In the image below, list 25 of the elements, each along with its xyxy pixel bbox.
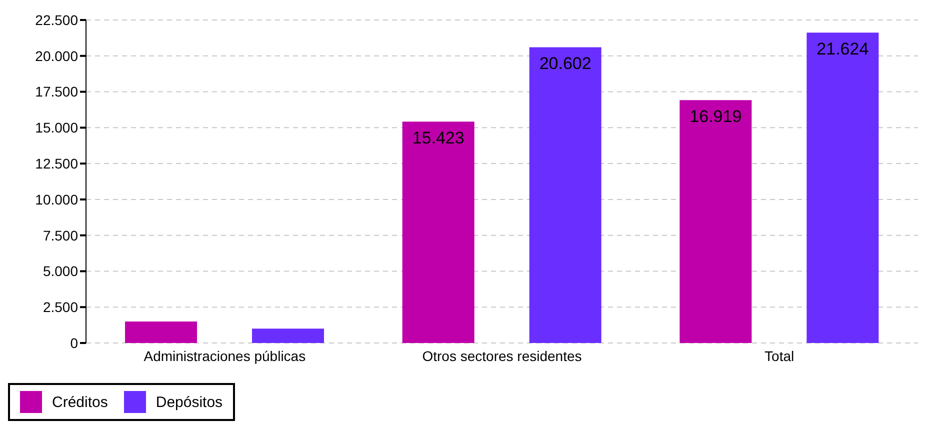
bar	[529, 47, 602, 343]
y-tick-label: 2.500	[42, 299, 78, 316]
data-label: 21.624	[816, 40, 869, 59]
y-tick-label: 17.500	[35, 84, 78, 100]
y-tick-label: 12.500	[35, 156, 78, 172]
x-tick-label: Total	[764, 348, 794, 364]
bar	[402, 122, 474, 343]
y-tick-label: 5.000	[42, 263, 78, 280]
y-tick-label: 7.500	[42, 227, 78, 244]
legend-label: Créditos	[51, 392, 108, 412]
data-label: 20.602	[539, 54, 592, 74]
y-tick-label: 10.000	[35, 191, 78, 208]
legend-label: Depósitos	[154, 392, 223, 412]
bar	[680, 100, 752, 343]
bar	[806, 32, 879, 343]
y-tick-label: 15.000	[35, 120, 78, 136]
y-tick-label: 0	[70, 334, 78, 351]
x-tick-label: Administraciones públicas	[144, 348, 306, 364]
data-label: 16.919	[690, 107, 742, 126]
bar	[252, 328, 324, 343]
y-tick-label: 22.500	[35, 12, 78, 28]
y-tick-label: 20.000	[35, 48, 78, 64]
bar	[125, 321, 197, 343]
data-label: 15.423	[412, 128, 464, 148]
x-tick-label: Otros sectores residentes	[422, 348, 582, 364]
